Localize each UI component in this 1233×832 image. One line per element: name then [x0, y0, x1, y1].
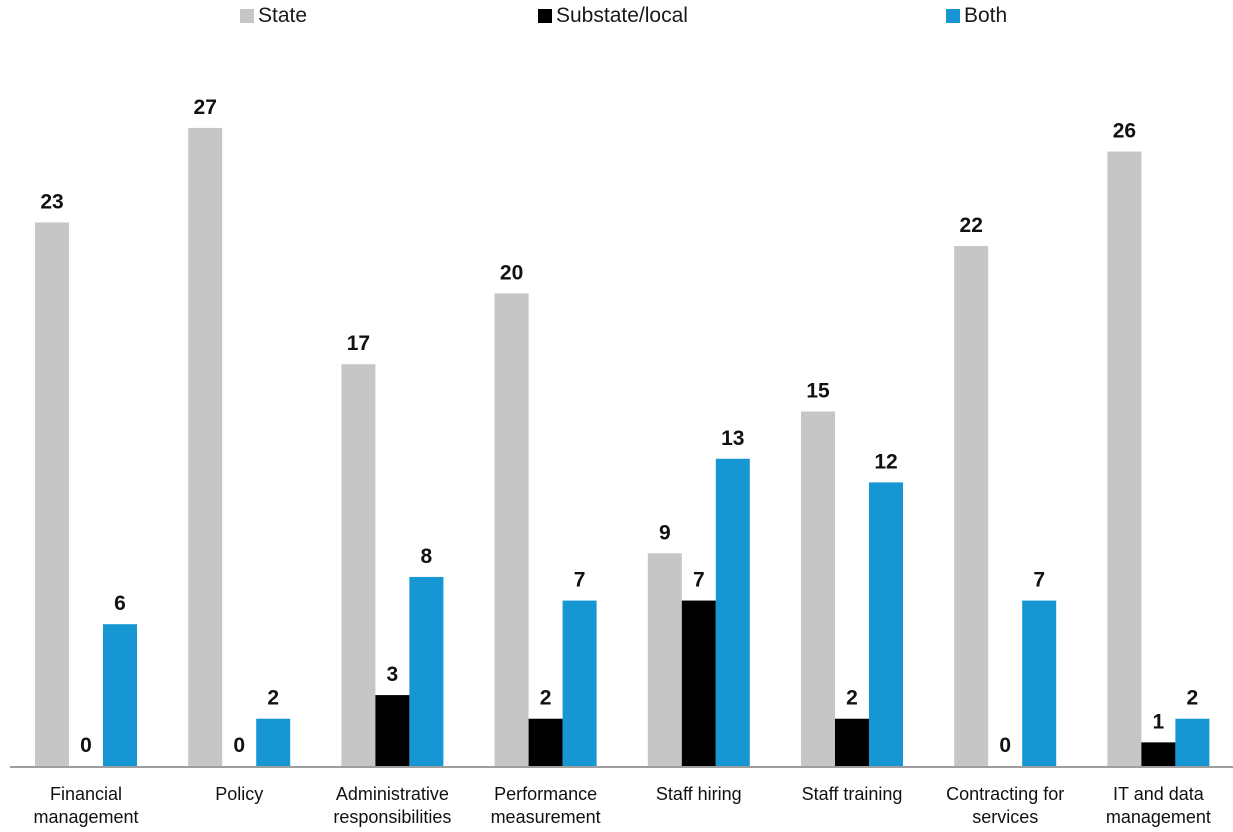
value-label-both-staff-hiring: 13	[721, 427, 744, 450]
category-label-line: measurement	[491, 807, 601, 827]
value-label-both-contracting-for-services: 7	[1033, 569, 1045, 592]
bar-both-it-and-data-management	[1175, 718, 1210, 766]
category-label-line: management	[33, 807, 138, 827]
bar-state-it-and-data-management	[1107, 151, 1142, 767]
value-label-both-performance-measurement: 7	[574, 569, 586, 592]
bar-both-contracting-for-services	[1022, 600, 1057, 766]
bar-substate-local-staff-hiring	[681, 600, 716, 766]
category-label-performance-measurement: Performance measurement	[491, 784, 601, 827]
bar-state-administrative-responsibilities	[341, 364, 376, 766]
category-labels-layer: Financial management Policy Administrative r…	[33, 784, 1210, 827]
value-label-state-staff-hiring: 9	[659, 521, 671, 544]
category-label-policy: Policy	[215, 784, 263, 804]
bar-both-staff-hiring	[715, 458, 750, 766]
legend-swatch-substate-local	[538, 9, 552, 23]
value-label-state-it-and-data-management: 26	[1113, 120, 1136, 143]
legend-swatch-state	[240, 9, 254, 23]
value-label-both-financial-management: 6	[114, 592, 126, 615]
legend-label-substate-local: Substate/local	[556, 4, 688, 27]
value-label-state-policy: 27	[194, 96, 217, 119]
bar-both-financial-management	[103, 624, 137, 766]
bar-substate-local-performance-measurement	[528, 718, 563, 766]
legend-item-substate-local: Substate/local	[538, 4, 688, 28]
value-label-substate-local-staff-hiring: 7	[693, 569, 705, 592]
category-label-administrative-responsibilities: Administrative responsibilities	[333, 784, 451, 827]
value-label-substate-local-staff-training: 2	[846, 687, 858, 710]
category-label-line: IT and data	[1113, 784, 1205, 804]
bar-state-contracting-for-services	[954, 246, 989, 767]
legend-item-both: Both	[946, 4, 1007, 28]
category-label-line: services	[972, 807, 1038, 827]
value-label-substate-local-policy: 0	[233, 734, 245, 757]
legend-label-both: Both	[964, 4, 1008, 27]
legend: State Substate/local Both	[0, 4, 1233, 32]
bars-layer	[35, 127, 1210, 767]
value-label-state-performance-measurement: 20	[500, 261, 523, 284]
category-label-financial-management: Financial management	[33, 784, 138, 827]
bar-both-policy	[256, 718, 291, 766]
bar-substate-local-administrative-responsibilities	[375, 695, 410, 766]
bar-state-policy	[188, 127, 223, 766]
bar-both-performance-measurement	[562, 600, 597, 766]
value-label-substate-local-administrative-responsibilities: 3	[387, 663, 399, 686]
category-label-line: Administrative	[336, 784, 449, 804]
value-label-both-policy: 2	[267, 687, 279, 710]
bar-state-financial-management	[35, 222, 69, 766]
category-label-line: Staff training	[802, 784, 903, 804]
category-label-line: Performance	[494, 784, 597, 804]
bar-substate-local-staff-training	[835, 718, 869, 766]
category-label-line: responsibilities	[333, 807, 451, 827]
value-label-substate-local-it-and-data-management: 1	[1153, 710, 1165, 733]
bar-state-staff-training	[801, 411, 835, 766]
legend-label-state: State	[258, 4, 308, 27]
value-label-state-staff-training: 15	[806, 380, 830, 403]
bar-state-performance-measurement	[494, 293, 529, 766]
value-label-both-administrative-responsibilities: 8	[421, 545, 433, 568]
value-label-state-financial-management: 23	[40, 190, 63, 213]
category-label-contracting-for-services: Contracting for services	[946, 784, 1064, 827]
value-label-state-administrative-responsibilities: 17	[347, 332, 370, 355]
value-label-both-it-and-data-management: 2	[1187, 687, 1199, 710]
bar-both-staff-training	[869, 482, 903, 766]
category-label-line: Policy	[215, 784, 263, 804]
value-label-substate-local-performance-measurement: 2	[540, 687, 552, 710]
category-label-it-and-data-management: IT and data management	[1106, 784, 1211, 827]
bar-substate-local-it-and-data-management	[1141, 742, 1176, 766]
value-label-substate-local-financial-management: 0	[80, 734, 92, 757]
category-label-line: Financial	[50, 784, 122, 804]
category-label-staff-hiring: Staff hiring	[656, 784, 742, 804]
category-label-line: management	[1106, 807, 1211, 827]
category-label-line: Staff hiring	[656, 784, 742, 804]
legend-item-state: State	[240, 4, 307, 28]
legend-swatch-both	[946, 9, 960, 23]
category-label-line: Contracting for	[946, 784, 1064, 804]
value-label-state-contracting-for-services: 22	[960, 214, 983, 237]
bar-state-staff-hiring	[647, 553, 682, 766]
category-label-staff-training: Staff training	[802, 784, 903, 804]
value-label-substate-local-contracting-for-services: 0	[999, 734, 1011, 757]
value-label-both-staff-training: 12	[874, 450, 897, 473]
bar-both-administrative-responsibilities	[409, 576, 444, 766]
